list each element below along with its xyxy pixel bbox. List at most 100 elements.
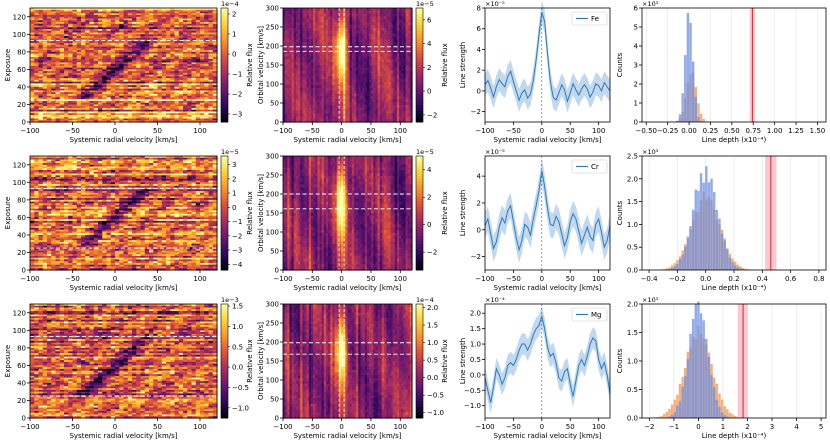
- panel-0-0-cell: [34, 62, 40, 65]
- panel-0-0-cell: [170, 58, 176, 62]
- panel-0-0-cell: [187, 50, 193, 53]
- panel-0-0-cell: [174, 48, 180, 51]
- panel-0-0-cell: [191, 15, 197, 18]
- panel-0-0-cell: [81, 25, 86, 28]
- panel-0-0-cell: [212, 36, 218, 39]
- panel-0-0-cell: [55, 16, 61, 20]
- panel-0-0-cell: [34, 55, 40, 58]
- panel-0-0-cell: [72, 29, 78, 32]
- panel-0-0-cell: [110, 27, 116, 30]
- panel-0-0-cell: [42, 13, 48, 16]
- panel-0-0-ytick-label: 40: [17, 83, 26, 91]
- panel-0-0-cell: [204, 36, 210, 39]
- panel-0-0-cell: [102, 16, 108, 20]
- panel-0-0-cell: [208, 11, 214, 14]
- panel-0-0-cell: [98, 60, 103, 63]
- panel-0-0-cell: [64, 25, 69, 28]
- panel-0-0-cell: [140, 48, 146, 51]
- panel-0-0-cell: [64, 41, 69, 44]
- panel-0-0-cell: [98, 11, 103, 14]
- panel-0-0-cell: [34, 41, 40, 44]
- panel-0-0-cell: [102, 8, 108, 11]
- panel-0-0-cell: [55, 58, 61, 62]
- panel-0-0-cell: [30, 50, 35, 53]
- panel-0-0-cell: [200, 55, 205, 58]
- panel-0-0-cell: [85, 27, 91, 30]
- panel-0-0-cell: [161, 51, 167, 55]
- panel-0-0-cell: [85, 55, 91, 58]
- panel-0-0-cell: [47, 65, 52, 69]
- panel-0-0-cell: [106, 32, 112, 35]
- panel-0-0-cell: [166, 23, 171, 27]
- panel-0-0-cell: [178, 22, 184, 25]
- panel-0-0-cell: [132, 64, 137, 67]
- panel-0-0-cell: [30, 48, 35, 51]
- panel-0-0-cell: [144, 29, 150, 32]
- panel-0-0-cell: [149, 22, 154, 25]
- panel-0-0-cell: [187, 46, 193, 49]
- panel-0-0-cell: [140, 18, 146, 21]
- panel-0-0-cell: [119, 46, 125, 49]
- panel-0-0-cell: [55, 48, 61, 51]
- panel-0-0-cell: [123, 51, 129, 55]
- panel-0-0-cell: [166, 60, 171, 63]
- panel-0-0-cell: [98, 44, 103, 48]
- panel-0-0-cell: [72, 9, 78, 13]
- panel-0-0-colorbar-step: [221, 25, 228, 29]
- panel-0-0-cell: [195, 18, 201, 21]
- panel-0-0-cell: [174, 57, 180, 60]
- panel-0-0-cell: [93, 11, 99, 14]
- panel-0-0-colorbar-step: [221, 96, 228, 100]
- panel-0-0-cell: [85, 41, 91, 44]
- panel-0-0-cell: [81, 18, 86, 21]
- panel-0-0-cell: [140, 51, 146, 55]
- panel-0-0-cell: [55, 8, 61, 11]
- panel-0-0-cell: [72, 62, 78, 65]
- panel-0-0-cell: [30, 51, 35, 55]
- panel-0-0-cell: [161, 32, 167, 35]
- panel-0-0-cell: [68, 48, 74, 51]
- panel-0-0-cell: [51, 34, 57, 37]
- panel-0-0-cell: [72, 11, 78, 14]
- panel-0-0-cell: [153, 48, 159, 51]
- panel-0-0-cell: [30, 34, 35, 37]
- panel-0-0-cell: [98, 39, 103, 42]
- panel-0-0-cell: [166, 64, 171, 67]
- panel-0-0-cell: [195, 57, 201, 60]
- panel-0-0-cell: [89, 64, 95, 67]
- panel-0-0-cell: [200, 51, 205, 55]
- panel-0-0-cell: [110, 50, 116, 53]
- panel-0-0-cell: [191, 50, 197, 53]
- panel-0-0-cell: [161, 13, 167, 16]
- panel-0-0-cell: [81, 23, 86, 27]
- panel-0-0-cell: [47, 13, 52, 16]
- panel-0-0-cell: [183, 36, 188, 39]
- panel-0-0-cell: [47, 16, 52, 20]
- panel-0-0-cell: [204, 22, 210, 25]
- panel-0-0-cell: [85, 57, 91, 60]
- panel-0-0-cell: [47, 22, 52, 25]
- panel-0-0-cell: [140, 55, 146, 58]
- panel-0-0-cell: [183, 62, 188, 65]
- panel-0-0-colorbar-step: [221, 67, 228, 72]
- panel-0-0-cell: [174, 55, 180, 58]
- panel-0-0-cell: [157, 39, 163, 42]
- panel-0-0-cell: [81, 15, 86, 18]
- panel-0-0-cell: [166, 22, 171, 25]
- panel-0-0-cell: [72, 60, 78, 63]
- panel-0-0-colorbar-step: [221, 47, 228, 52]
- panel-0-0-cell: [72, 20, 78, 23]
- panel-0-0-cell: [89, 44, 95, 48]
- panel-0-0-cell: [140, 27, 146, 30]
- panel-0-0-cell: [157, 41, 163, 44]
- panel-0-0-cell: [38, 32, 44, 35]
- panel-0-0-cell: [191, 22, 197, 25]
- panel-0-0-cell: [89, 43, 95, 46]
- panel-0-0-cell: [174, 37, 180, 41]
- panel-0-0-colorbar-step: [221, 53, 228, 57]
- panel-0-0-cell: [47, 37, 52, 41]
- panel-0-0-cell: [161, 48, 167, 51]
- panel-0-0-cell: [123, 37, 129, 41]
- panel-0-0-cell: [76, 37, 82, 41]
- panel-0-0-cell: [132, 23, 137, 27]
